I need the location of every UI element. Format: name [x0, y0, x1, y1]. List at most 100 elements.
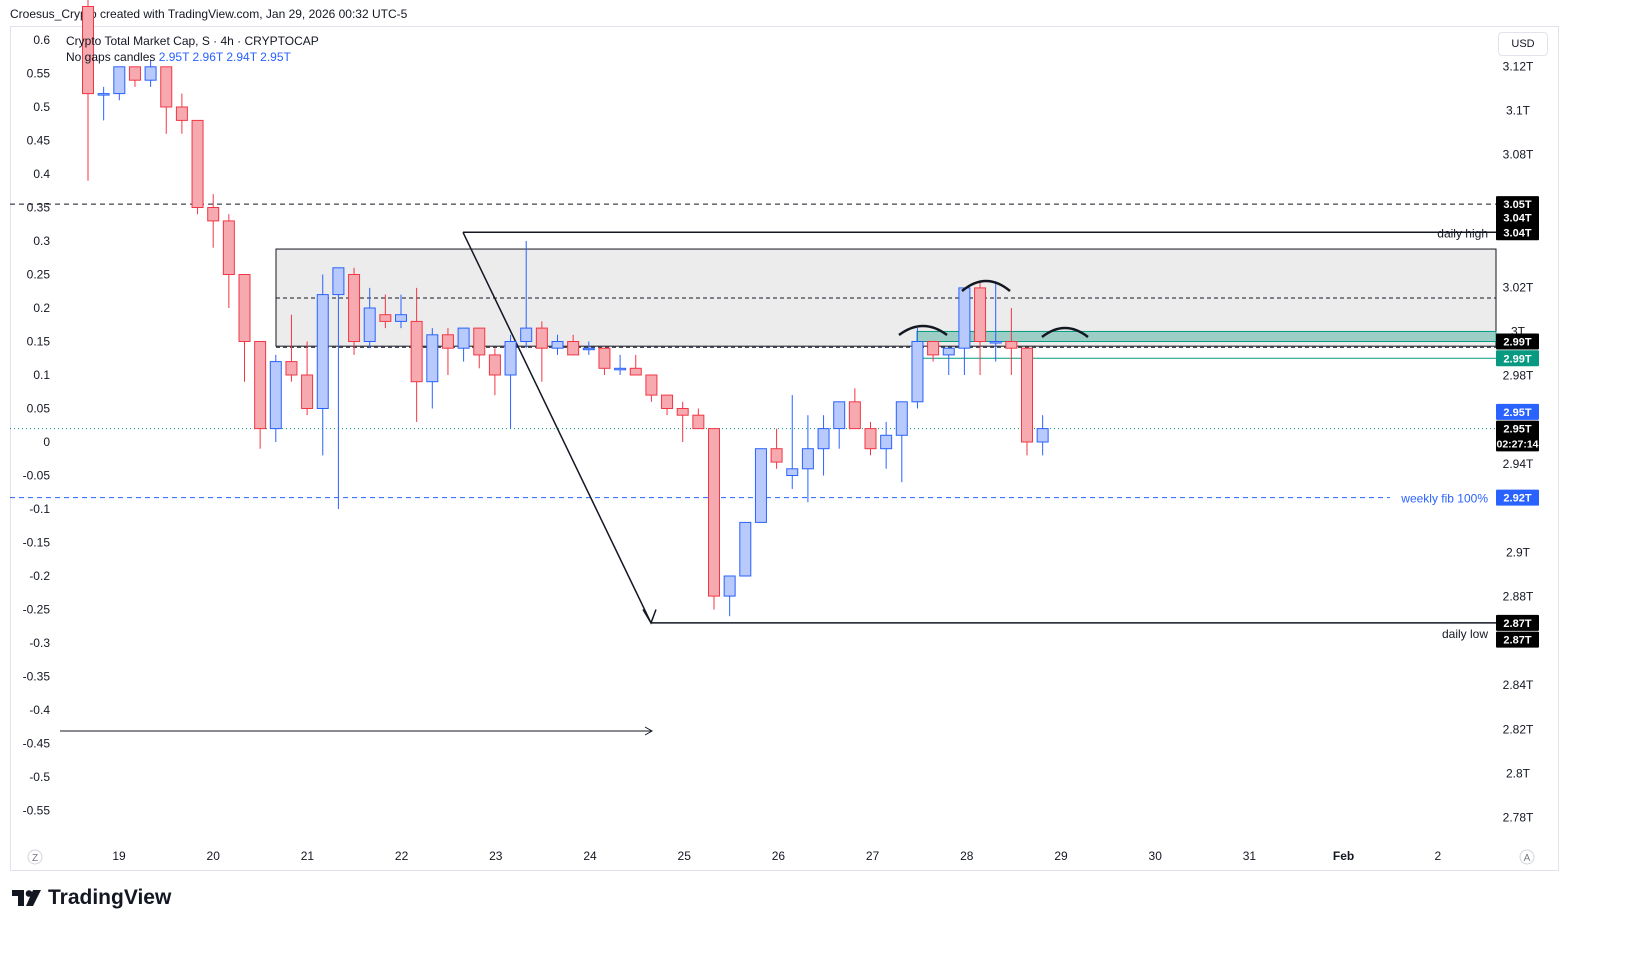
- left-axis-tick: -0.05: [23, 469, 51, 483]
- x-axis-tick: 27: [866, 849, 880, 863]
- x-axis-tick: 28: [960, 849, 974, 863]
- candle-body: [128, 66, 141, 81]
- candle-body: [82, 6, 94, 95]
- chart-panel[interactable]: [10, 26, 1559, 871]
- x-axis-tick: 21: [301, 849, 315, 863]
- right-axis-tick: 2.82T: [1503, 722, 1534, 736]
- candle-body: [739, 521, 752, 577]
- candle-body: [598, 347, 611, 369]
- x-axis-tick: Feb: [1333, 849, 1354, 863]
- left-axis-tick: 0.3: [33, 234, 50, 248]
- level-label-1: daily high: [1437, 226, 1488, 240]
- candle-body: [551, 341, 564, 349]
- candle-body: [410, 320, 423, 383]
- candle-body: [880, 434, 893, 450]
- left-axis-tick: 0.35: [27, 201, 51, 215]
- timezone-button: Z: [32, 853, 38, 864]
- left-axis-tick: -0.5: [29, 770, 50, 784]
- x-axis-tick: 22: [395, 849, 409, 863]
- price-tag-bg: [1496, 489, 1539, 506]
- x-axis-tick: 30: [1149, 849, 1163, 863]
- x-axis-tick: 31: [1243, 849, 1257, 863]
- candle-body: [801, 448, 814, 470]
- left-axis-tick: 0.5: [33, 100, 50, 114]
- auto-scale-button: A: [1524, 853, 1531, 864]
- candle-body: [363, 307, 376, 342]
- candle-body: [520, 327, 533, 343]
- candle-body: [222, 220, 235, 275]
- legend-symbol: Crypto Total Market Cap, S · 4h · CRYPTO…: [66, 34, 319, 48]
- candle-body: [301, 374, 314, 409]
- right-axis-tick: 3.12T: [1503, 59, 1534, 73]
- price-tag-bg: [1496, 403, 1539, 420]
- price-tag-bg: [1496, 631, 1539, 648]
- candle-body: [833, 401, 846, 430]
- candle-body: [269, 361, 282, 430]
- left-axis-tick: 0: [43, 435, 50, 449]
- level-label-3: daily low: [1442, 627, 1488, 641]
- price-tag-label: 2.95T: [1503, 407, 1531, 419]
- legend-ohlc-row: No gaps candles 2.95T 2.96T 2.94T 2.95T: [66, 49, 319, 65]
- candle-body: [1005, 341, 1018, 349]
- brand-name: TradingView: [48, 886, 172, 909]
- right-shoulder-arc: [1041, 326, 1089, 338]
- candle-body: [895, 401, 908, 436]
- head-arc: [961, 279, 1011, 292]
- left-axis-tick: 0.6: [33, 33, 50, 47]
- x-axis-tick: 2: [1434, 849, 1441, 863]
- right-axis-tick: 2.88T: [1503, 590, 1534, 604]
- left-axis-tick: -0.25: [23, 603, 51, 617]
- timezone-button-circle: [27, 849, 43, 865]
- green-zone: [916, 330, 1497, 343]
- x-axis-tick: 26: [772, 849, 786, 863]
- x-axis-tick: 25: [678, 849, 692, 863]
- candle-body: [488, 354, 501, 376]
- price-tag-label: 2.99T: [1503, 353, 1531, 365]
- price-tag-bg: [1496, 435, 1539, 452]
- right-axis-tick: 2.94T: [1503, 457, 1534, 471]
- candle-body: [661, 394, 674, 410]
- price-tag-label: 2.87T: [1503, 618, 1531, 630]
- candle-body: [927, 341, 940, 356]
- x-axis-tick: 20: [207, 849, 221, 863]
- right-axis-tick: 2.98T: [1503, 369, 1534, 383]
- price-tag-label: 3.05T: [1503, 199, 1531, 211]
- level-label-2: weekly fib 100%: [1400, 492, 1488, 506]
- candle-body: [567, 341, 580, 356]
- right-axis-tick: 2.8T: [1506, 767, 1531, 781]
- candle-body: [754, 448, 767, 523]
- price-tag-label: 3.04T: [1503, 213, 1531, 225]
- candle-body: [958, 287, 971, 349]
- price-tag-label: 3.04T: [1503, 227, 1531, 239]
- price-tag-bg: [1496, 333, 1539, 350]
- candle-body: [582, 347, 595, 351]
- left-shoulder-arc: [898, 324, 948, 337]
- left-axis-tick: -0.1: [29, 502, 50, 516]
- tradingview-logo[interactable]: TradingView: [12, 886, 171, 910]
- price-tag-label: 2.92T: [1503, 493, 1531, 505]
- candle-body: [723, 575, 736, 597]
- candle-body: [942, 347, 955, 356]
- currency-selector[interactable]: USD: [1498, 32, 1548, 56]
- price-tag-bg: [1496, 196, 1539, 213]
- right-axis-tick: 3.02T: [1503, 280, 1534, 294]
- candle-body: [629, 367, 642, 376]
- candle-body: [379, 314, 392, 322]
- right-axis-tick: 3.08T: [1503, 148, 1534, 162]
- left-axis-tick: 0.2: [33, 301, 50, 315]
- price-tag-bg: [1496, 614, 1539, 631]
- candle-body: [254, 341, 267, 430]
- candle-body: [332, 267, 345, 296]
- left-axis-tick: 0.15: [27, 335, 51, 349]
- candle-body: [426, 334, 439, 383]
- legend-style-label: No gaps candles: [66, 50, 156, 64]
- left-axis-tick: 0.45: [27, 134, 51, 148]
- left-axis-tick: -0.45: [23, 737, 51, 751]
- candle-body: [441, 334, 454, 349]
- left-axis-tick: -0.2: [29, 569, 50, 583]
- price-tag-label: 2.87T: [1503, 635, 1531, 647]
- time-arrow-head: [644, 726, 654, 736]
- candle-body: [989, 341, 1002, 344]
- candle-body: [144, 66, 157, 81]
